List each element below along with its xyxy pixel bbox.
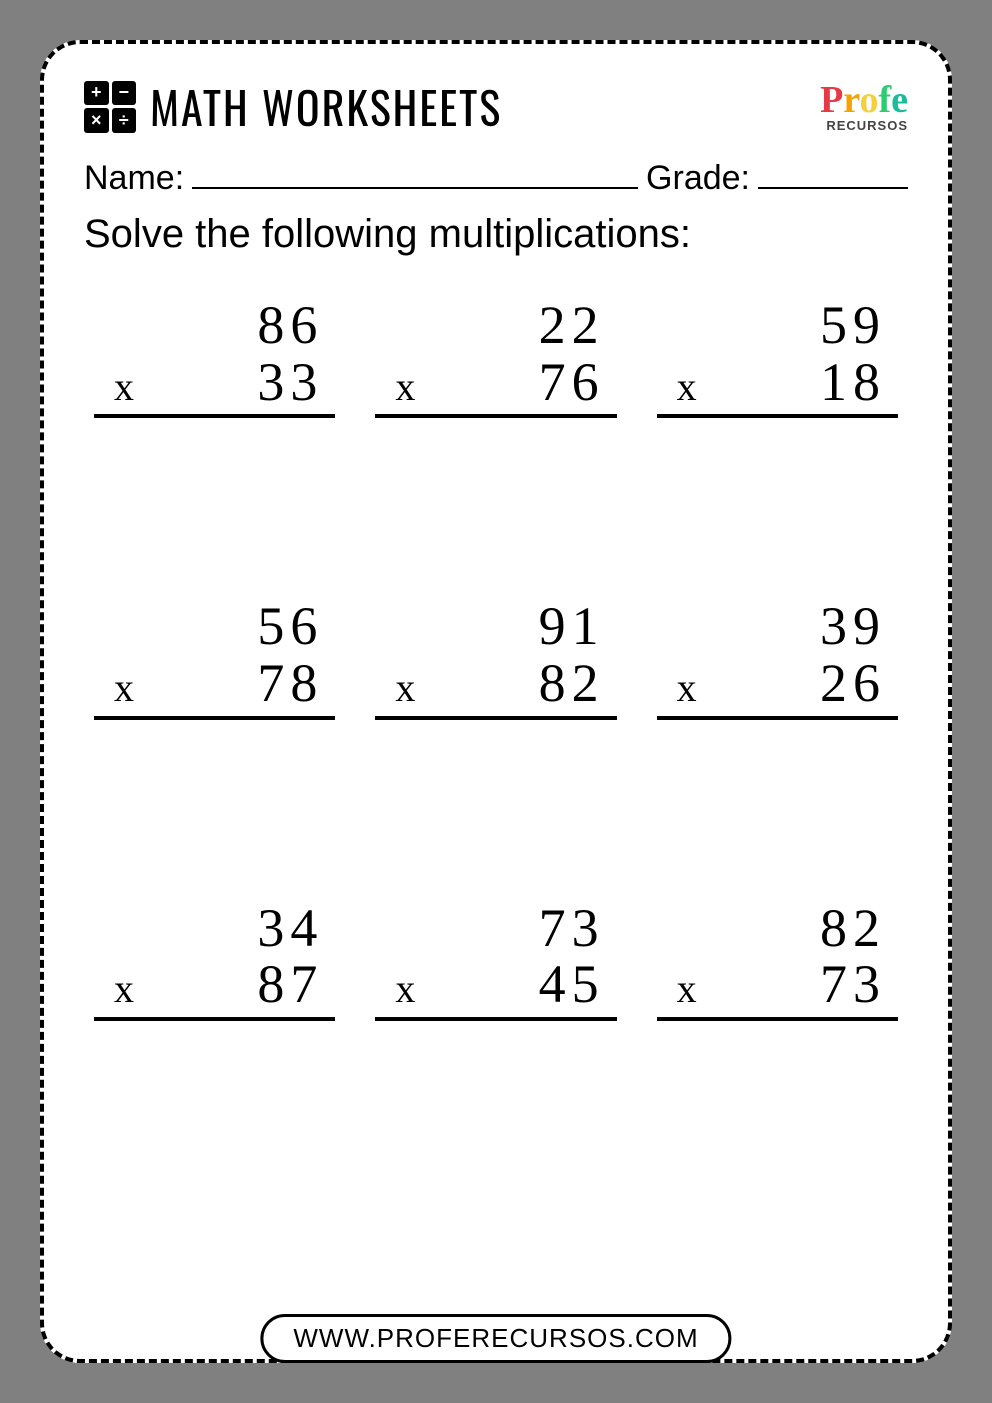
operand-bottom-row: x 33 <box>94 354 335 419</box>
operand-top: 34 <box>94 900 335 957</box>
problems-grid: 86 x 33 22 x 76 59 x 18 56 x 78 91 x 82 39 x 26 34 x 87 73 x 45… <box>84 297 908 1021</box>
problem-4: 56 x 78 <box>94 598 335 719</box>
multiply-sign: x <box>677 366 697 408</box>
problem-6: 39 x 26 <box>657 598 898 719</box>
brand-logo: Profe RECURSOS <box>820 81 908 132</box>
problem-7: 34 x 87 <box>94 900 335 1021</box>
page-title: MATH WORKSHEETS <box>150 74 502 139</box>
operand-top: 59 <box>657 297 898 354</box>
multiply-sign: x <box>677 667 697 709</box>
multiply-sign: x <box>395 366 415 408</box>
operand-bottom: 87 <box>257 956 323 1013</box>
header: + − × ÷ MATH WORKSHEETS Profe RECURSOS <box>84 74 908 139</box>
operand-top: 82 <box>657 900 898 957</box>
brand-logo-text: Profe <box>820 81 908 119</box>
multiply-sign: x <box>114 366 134 408</box>
problem-2: 22 x 76 <box>375 297 616 418</box>
operand-bottom-row: x 26 <box>657 655 898 720</box>
operand-bottom-row: x 76 <box>375 354 616 419</box>
multiply-sign: x <box>114 667 134 709</box>
operand-bottom: 45 <box>539 956 605 1013</box>
multiply-sign: x <box>395 968 415 1010</box>
operand-bottom: 82 <box>539 655 605 712</box>
operand-top: 91 <box>375 598 616 655</box>
operand-bottom: 73 <box>820 956 886 1013</box>
multiply-sign: x <box>395 667 415 709</box>
operand-bottom-row: x 78 <box>94 655 335 720</box>
problem-1: 86 x 33 <box>94 297 335 418</box>
operand-top: 73 <box>375 900 616 957</box>
problem-8: 73 x 45 <box>375 900 616 1021</box>
operand-top: 39 <box>657 598 898 655</box>
operand-bottom-row: x 18 <box>657 354 898 419</box>
grade-input-line[interactable] <box>758 157 908 189</box>
plus-icon: + <box>84 81 109 106</box>
operand-top: 22 <box>375 297 616 354</box>
footer-url: WWW.PROFERECURSOS.COM <box>260 1314 731 1363</box>
operand-bottom-row: x 73 <box>657 956 898 1021</box>
problem-9: 82 x 73 <box>657 900 898 1021</box>
operand-bottom: 26 <box>820 655 886 712</box>
operand-bottom-row: x 45 <box>375 956 616 1021</box>
student-fields: Name: Grade: <box>84 157 908 198</box>
name-input-line[interactable] <box>192 157 638 189</box>
header-left: + − × ÷ MATH WORKSHEETS <box>84 74 502 139</box>
instruction-text: Solve the following multiplications: <box>84 212 908 257</box>
operand-top: 86 <box>94 297 335 354</box>
minus-icon: − <box>112 81 137 106</box>
operand-bottom-row: x 82 <box>375 655 616 720</box>
operand-bottom-row: x 87 <box>94 956 335 1021</box>
operand-bottom: 76 <box>539 354 605 411</box>
name-label: Name: <box>84 159 184 198</box>
brand-logo-subtext: RECURSOS <box>820 119 908 132</box>
problem-3: 59 x 18 <box>657 297 898 418</box>
problem-5: 91 x 82 <box>375 598 616 719</box>
worksheet-page: + − × ÷ MATH WORKSHEETS Profe RECURSOS N… <box>40 40 952 1363</box>
times-icon: × <box>84 108 109 133</box>
grade-label: Grade: <box>646 159 750 198</box>
operand-bottom: 33 <box>257 354 323 411</box>
divide-icon: ÷ <box>112 108 137 133</box>
math-ops-icon: + − × ÷ <box>84 81 136 133</box>
multiply-sign: x <box>114 968 134 1010</box>
multiply-sign: x <box>677 968 697 1010</box>
operand-top: 56 <box>94 598 335 655</box>
operand-bottom: 18 <box>820 354 886 411</box>
operand-bottom: 78 <box>257 655 323 712</box>
